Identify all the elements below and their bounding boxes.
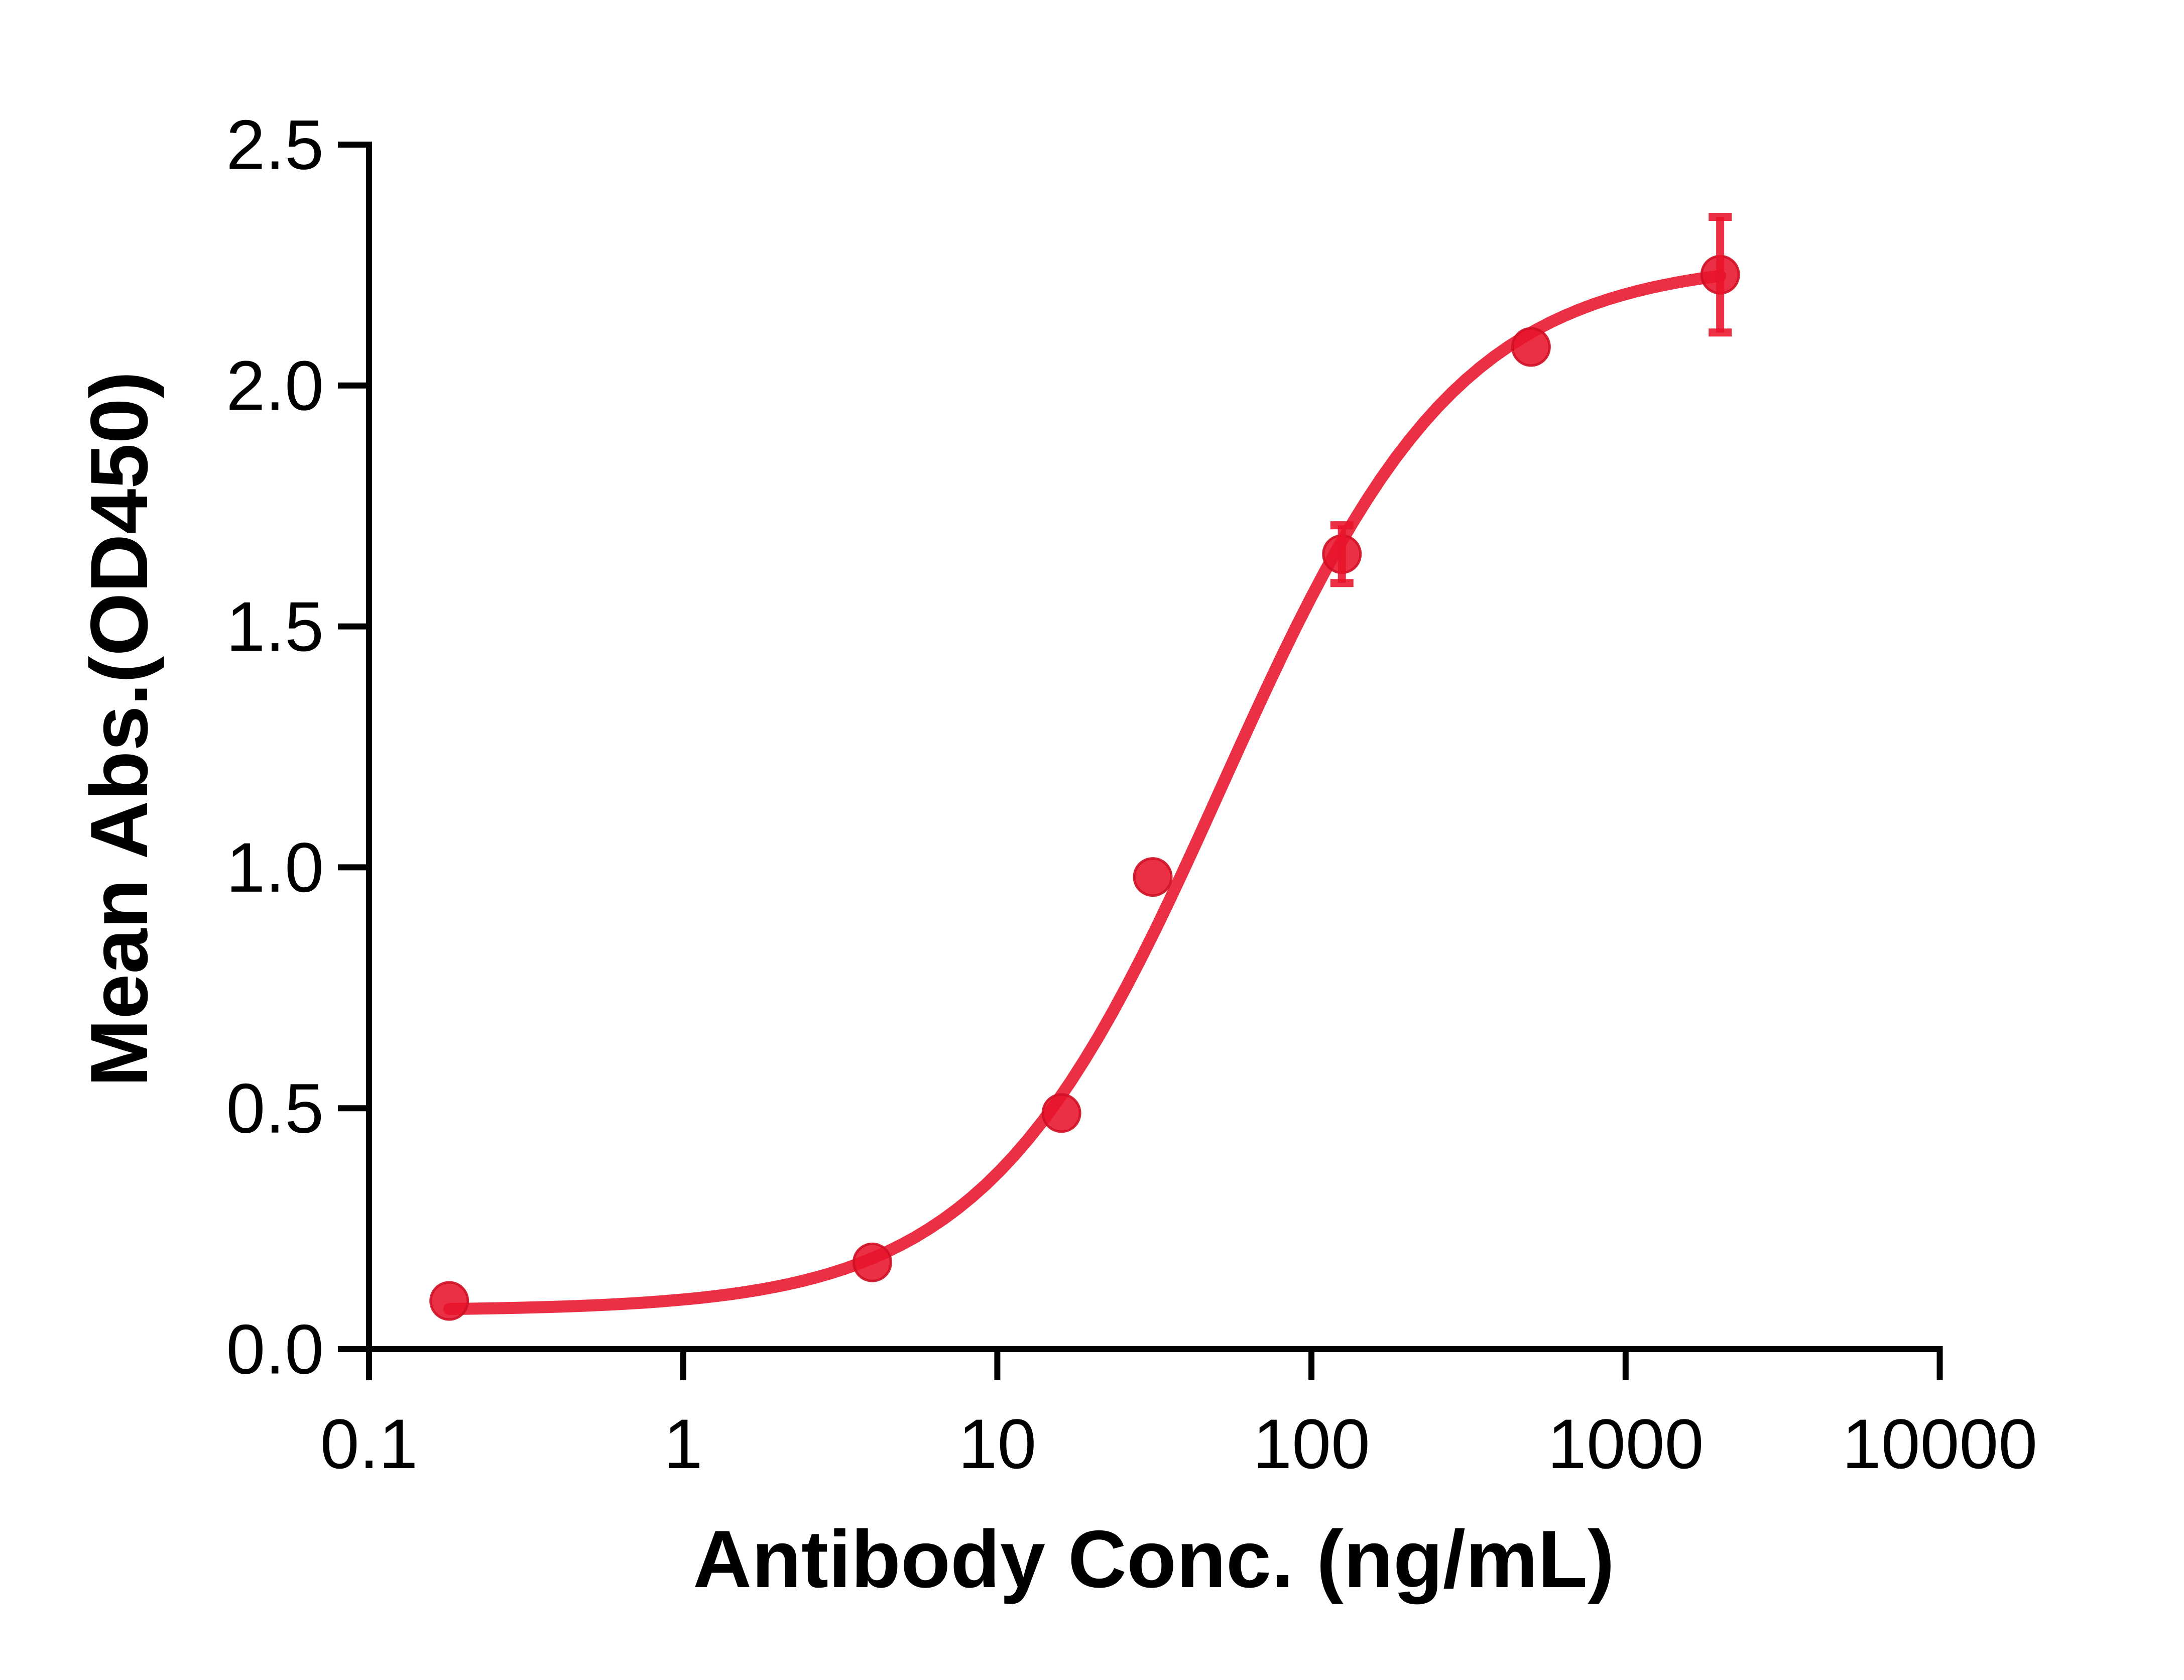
y-tick-label: 2.5 <box>226 105 324 184</box>
y-tick-label: 0.5 <box>226 1069 324 1148</box>
data-point <box>429 1281 469 1321</box>
x-tick-label: 1000 <box>1547 1404 1704 1483</box>
data-point <box>1041 1093 1081 1133</box>
x-tick-label: 0.1 <box>320 1404 418 1483</box>
fit-curve <box>443 270 1727 1315</box>
y-tick-label: 0.0 <box>226 1310 324 1389</box>
x-axis-title: Antibody Conc. (ng/mL) <box>693 1514 1615 1605</box>
x-tick-label: 1 <box>664 1404 703 1483</box>
x-tick-label: 10000 <box>1842 1404 2037 1483</box>
data-point <box>1511 327 1551 367</box>
x-tick-label: 100 <box>1253 1404 1370 1483</box>
y-tick-label: 1.0 <box>226 828 324 907</box>
y-tick-label: 2.0 <box>226 346 324 425</box>
data-point <box>852 1242 892 1282</box>
y-axis-title: Mean Abs.(OD450) <box>74 371 165 1087</box>
data-point <box>1133 857 1173 897</box>
y-tick-label: 1.5 <box>226 587 324 666</box>
x-tick-label: 10 <box>958 1404 1037 1483</box>
